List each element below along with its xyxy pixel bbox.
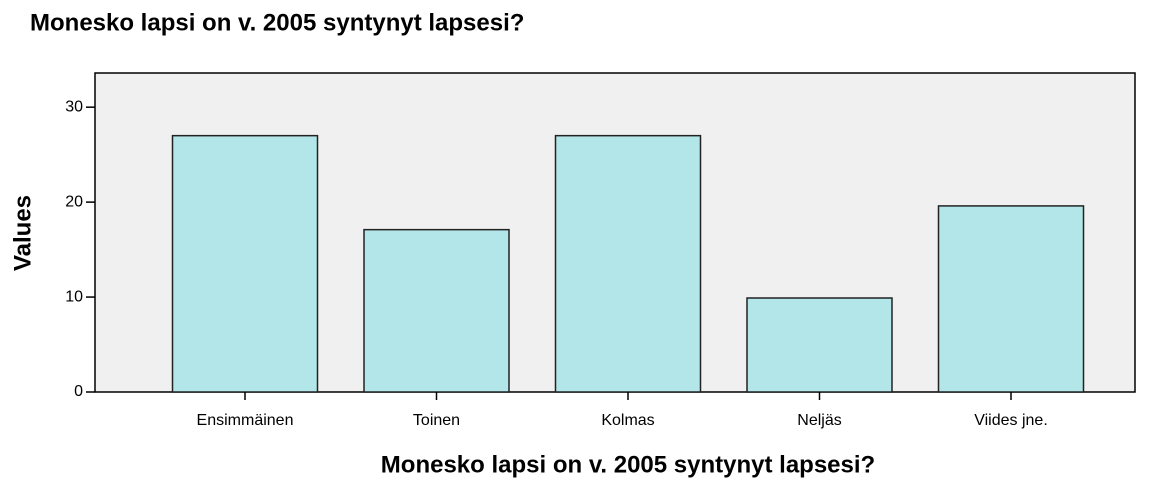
x-tick-label: Toinen: [413, 412, 460, 429]
x-tick-label: Neljäs: [797, 412, 841, 429]
x-tick-label: Kolmas: [601, 412, 654, 429]
x-tick-label: Viides jne.: [974, 412, 1048, 429]
chart-title: Monesko lapsi on v. 2005 syntynyt lapses…: [30, 9, 524, 36]
y-tick-label: 0: [74, 383, 83, 400]
bar: [746, 297, 893, 393]
y-axis-title: Values: [9, 195, 36, 271]
y-tick-label: 30: [65, 98, 83, 115]
y-tick-label: 10: [65, 288, 83, 305]
bar: [554, 134, 702, 393]
bar: [363, 228, 510, 393]
y-tick-label: 20: [65, 193, 83, 210]
bar: [937, 205, 1085, 393]
bar: [171, 134, 319, 393]
x-axis-title: Monesko lapsi on v. 2005 syntynyt lapses…: [381, 451, 875, 478]
x-tick-label: Ensimmäinen: [197, 412, 294, 429]
